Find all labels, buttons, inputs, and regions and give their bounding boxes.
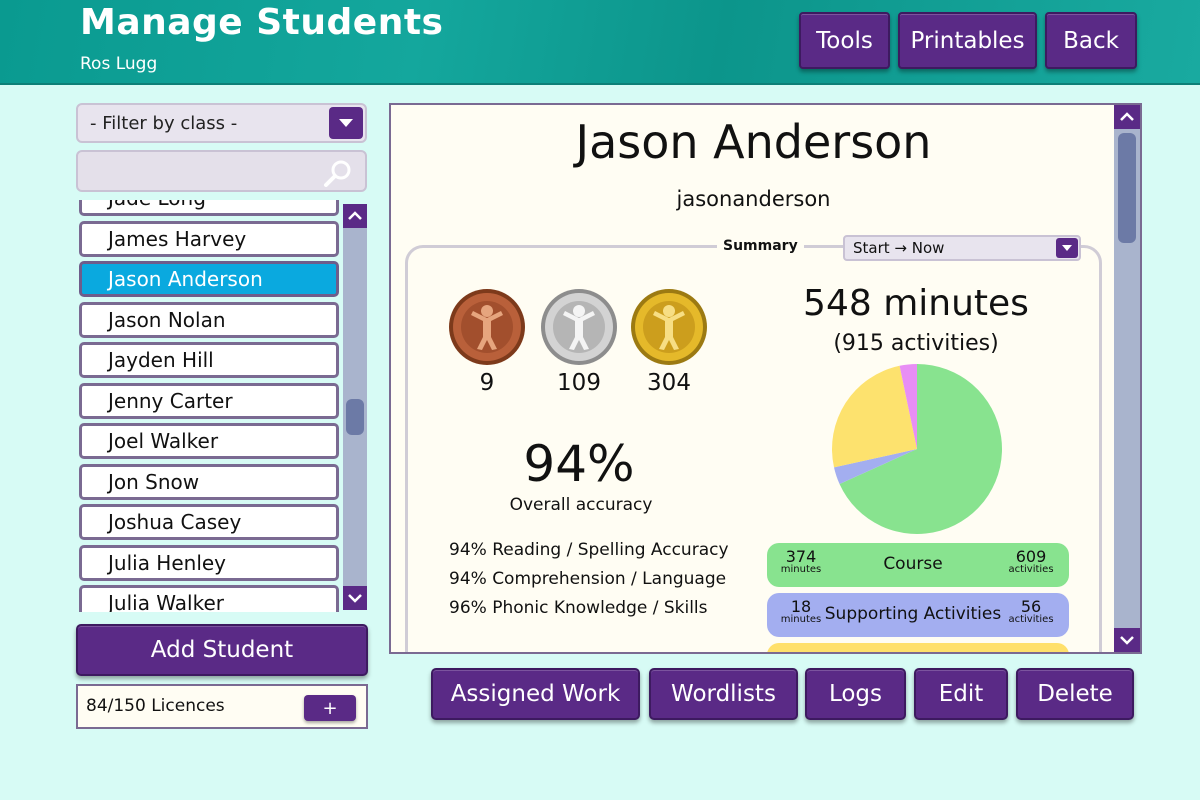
- date-range-dropdown[interactable]: Start → Now: [843, 235, 1081, 261]
- category-name: Supporting Activities: [824, 604, 1002, 624]
- student-list: Jade Long James Harvey Jason Anderson Jason…: [76, 200, 368, 612]
- scroll-up-icon[interactable]: [1114, 105, 1140, 129]
- gold-medal-count: 304: [647, 370, 691, 396]
- overall-accuracy-value: 94%: [523, 435, 635, 493]
- total-activities: (915 activities): [833, 331, 999, 356]
- licences-count: 84/150 Licences: [86, 696, 225, 716]
- add-licences-button[interactable]: +: [304, 695, 356, 721]
- category-minutes: 18 minutes: [779, 597, 823, 625]
- add-student-button[interactable]: Add Student: [76, 624, 368, 676]
- category-activities-unit: activities: [1008, 614, 1054, 625]
- summary-label: Summary: [717, 238, 804, 254]
- bronze-medal-count: 9: [479, 370, 495, 396]
- category-minutes-value: 374: [785, 547, 817, 566]
- scroll-down-icon[interactable]: [343, 586, 367, 610]
- tools-button[interactable]: Tools: [799, 12, 890, 69]
- student-item[interactable]: Jenny Carter: [79, 382, 339, 419]
- overall-accuracy-label: Overall accuracy: [509, 495, 653, 515]
- class-filter-label: - Filter by class -: [90, 113, 238, 134]
- category-activities-value: 56: [1020, 597, 1042, 616]
- accuracy-reading: 94% Reading / Spelling Accuracy: [449, 540, 729, 560]
- delete-button[interactable]: Delete: [1016, 668, 1134, 720]
- date-range-value: Start → Now: [853, 239, 945, 257]
- student-item-selected[interactable]: Jason Anderson: [79, 261, 339, 297]
- silver-medal-icon: [539, 287, 619, 367]
- edit-button[interactable]: Edit: [914, 668, 1008, 720]
- page-title: Manage Students: [80, 2, 444, 43]
- assigned-work-button[interactable]: Assigned Work: [431, 668, 640, 720]
- student-detail-panel: Jason Anderson jasonanderson Summary Sta…: [389, 103, 1142, 654]
- logs-button[interactable]: Logs: [805, 668, 906, 720]
- student-item[interactable]: Jon Snow: [79, 463, 339, 500]
- student-item[interactable]: Jade Long: [79, 200, 339, 216]
- detail-scrollbar[interactable]: [1114, 105, 1140, 652]
- pie-slice: [899, 364, 917, 449]
- category-row: [767, 643, 1069, 652]
- back-button[interactable]: Back: [1045, 12, 1137, 69]
- category-activities: 609 activities: [1001, 547, 1061, 575]
- header-bar: Manage Students Ros Lugg Tools Printable…: [0, 0, 1200, 85]
- silver-medal-count: 109: [557, 370, 601, 396]
- activity-pie-chart: [832, 364, 1002, 534]
- category-activities-value: 609: [1015, 547, 1047, 566]
- category-row: 18 minutes Supporting Activities 56 activiti…: [767, 593, 1069, 637]
- category-minutes: 374 minutes: [779, 547, 823, 575]
- student-item[interactable]: James Harvey: [79, 220, 339, 257]
- printables-button[interactable]: Printables: [898, 12, 1037, 69]
- accuracy-comprehension: 94% Comprehension / Language: [449, 569, 727, 589]
- scrollbar-thumb[interactable]: [346, 399, 364, 435]
- student-item[interactable]: Jayden Hill: [79, 342, 339, 378]
- student-item[interactable]: Joel Walker: [79, 423, 339, 459]
- category-name: Course: [883, 554, 943, 574]
- category-minutes-unit: minutes: [780, 564, 822, 575]
- bronze-medal-icon: [447, 287, 527, 367]
- category-activities: 56 activities: [1001, 597, 1061, 625]
- category-row: 374 minutes Course 609 activities: [767, 543, 1069, 587]
- search-icon[interactable]: [323, 158, 353, 192]
- total-minutes: 548 minutes: [803, 283, 1029, 324]
- student-item[interactable]: Julia Henley: [79, 544, 339, 581]
- chevron-down-icon[interactable]: [329, 107, 363, 139]
- student-search[interactable]: [76, 150, 367, 192]
- teacher-name: Ros Lugg: [80, 54, 158, 74]
- chevron-down-icon[interactable]: [1056, 238, 1078, 258]
- class-filter-dropdown[interactable]: - Filter by class -: [76, 103, 367, 143]
- scroll-up-icon[interactable]: [343, 204, 367, 228]
- pie-slice: [832, 365, 917, 468]
- pie-slice: [839, 364, 1002, 534]
- student-username: jasonanderson: [676, 187, 831, 211]
- gold-medal-icon: [629, 287, 709, 367]
- scroll-down-icon[interactable]: [1114, 628, 1140, 652]
- category-minutes-value: 18: [790, 597, 812, 616]
- student-item[interactable]: Joshua Casey: [79, 504, 339, 540]
- category-activities-unit: activities: [1008, 564, 1054, 575]
- student-item[interactable]: Julia Walker: [79, 585, 339, 612]
- pie-slice: [834, 449, 917, 484]
- wordlists-button[interactable]: Wordlists: [649, 668, 798, 720]
- search-input[interactable]: [86, 158, 316, 186]
- student-name-heading: Jason Anderson: [575, 115, 932, 169]
- scrollbar-thumb[interactable]: [1118, 133, 1136, 243]
- student-item[interactable]: Jason Nolan: [79, 301, 339, 338]
- accuracy-phonics: 96% Phonic Knowledge / Skills: [449, 598, 708, 618]
- student-list-scrollbar[interactable]: [343, 204, 367, 610]
- licences-box: 84/150 Licences +: [76, 684, 368, 729]
- category-minutes-unit: minutes: [780, 614, 822, 625]
